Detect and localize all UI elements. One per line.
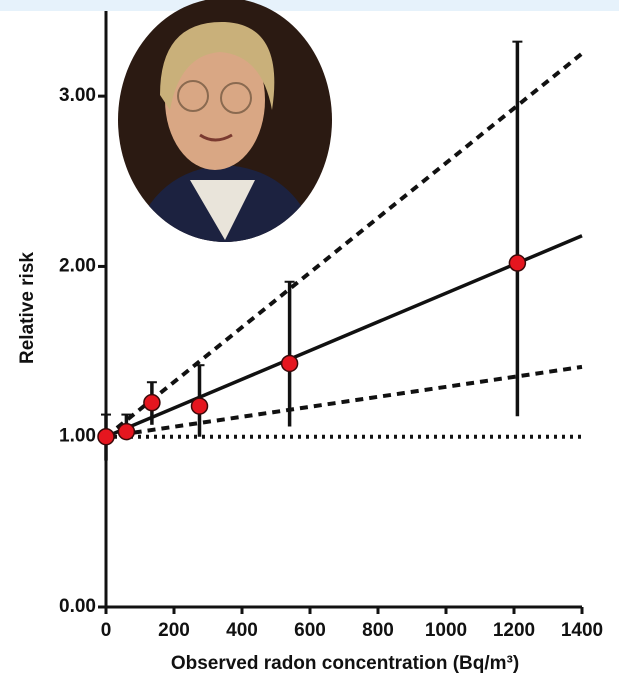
x-tick-label: 1200 xyxy=(493,620,535,641)
x-tick-label: 1400 xyxy=(561,620,603,641)
data-point xyxy=(97,427,115,446)
top-banner xyxy=(0,0,619,11)
data-point xyxy=(190,397,209,415)
y-axis-label: Relative risk xyxy=(17,252,38,364)
y-tick-label: 2.00 xyxy=(59,255,96,276)
x-tick-label: 0 xyxy=(101,620,112,641)
y-tick-label: 3.00 xyxy=(59,85,96,106)
x-tick-label: 200 xyxy=(158,620,190,641)
fit-line xyxy=(105,234,583,439)
y-tick-label: 1.00 xyxy=(59,426,96,447)
portrait xyxy=(118,0,332,242)
x-tick-label: 600 xyxy=(294,620,326,641)
x-tick-label: 400 xyxy=(226,620,258,641)
data-point xyxy=(143,393,161,412)
data-point xyxy=(508,254,527,272)
x-tick-label: 800 xyxy=(362,620,394,641)
x-axis-label: Observed radon concentration (Bq/m³) xyxy=(171,653,519,674)
data-point xyxy=(117,422,136,441)
data-point xyxy=(280,354,299,373)
fit-line xyxy=(104,52,584,439)
x-tick-label: 1000 xyxy=(425,620,467,641)
y-tick-label: 0.00 xyxy=(59,596,96,617)
fit-line xyxy=(105,364,583,439)
